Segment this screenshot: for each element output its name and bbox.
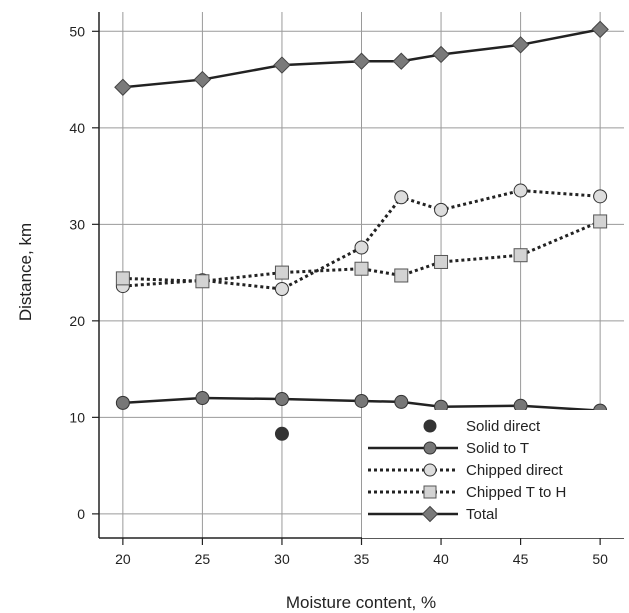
data-point-2-3 — [354, 240, 369, 255]
legend-entry-3: Chipped T to H — [368, 484, 566, 501]
grid-lines — [99, 12, 624, 538]
series-0 — [274, 426, 289, 441]
data-point-3-2 — [274, 265, 289, 280]
legend-marker-2 — [423, 463, 437, 477]
legend-label-4: Total — [466, 506, 498, 523]
data-point-4-1 — [193, 70, 212, 89]
data-point-3-7 — [593, 214, 608, 229]
data-point-2-6 — [513, 183, 528, 198]
data-point-4-4 — [392, 52, 410, 70]
x-tick-label-2: 30 — [274, 551, 290, 567]
x-tick-label-1: 25 — [195, 551, 211, 567]
tick-labels: 0 10 20 30 40 50 20 25 30 35 40 45 50 — [69, 23, 608, 567]
data-point-4-2 — [273, 56, 291, 74]
data-point-4-7 — [591, 20, 609, 39]
legend-entry-4: Total — [368, 505, 498, 523]
y-tick-label-2: 20 — [69, 313, 85, 329]
y-axis-title: Distance, km — [16, 223, 35, 321]
series-line-4 — [122, 28, 601, 89]
data-point-2-5 — [434, 202, 449, 217]
x-tick-label-5: 45 — [513, 551, 529, 567]
data-point-3-0 — [115, 271, 130, 286]
x-axis-title: Moisture content, % — [286, 593, 436, 612]
series-4 — [114, 20, 609, 96]
y-tick-label-5: 50 — [69, 23, 85, 39]
y-tick-label-0: 0 — [77, 506, 85, 522]
x-tick-label-3: 35 — [354, 551, 370, 567]
data-point-1-3 — [354, 393, 369, 408]
data-point-1-0 — [115, 395, 130, 410]
data-point-2-2 — [274, 281, 289, 296]
legend-box — [362, 410, 624, 538]
data-point-2-4 — [394, 190, 409, 205]
data-point-1-2 — [274, 392, 289, 407]
series-3 — [115, 214, 608, 289]
y-tick-label-1: 10 — [69, 409, 85, 425]
legend-entry-1: Solid to T — [368, 440, 529, 457]
legend-label-1: Solid to T — [466, 440, 529, 457]
x-tick-label-6: 50 — [592, 551, 608, 567]
legend-marker-0 — [423, 419, 437, 433]
data-point-1-4 — [394, 394, 409, 409]
data-point-0-0 — [274, 426, 289, 441]
data-point-3-5 — [434, 254, 449, 269]
y-tick-label-4: 40 — [69, 120, 85, 136]
data-point-4-5 — [432, 45, 450, 64]
x-tick-label-4: 40 — [433, 551, 449, 567]
legend-label-0: Solid direct — [466, 418, 541, 435]
data-point-4-0 — [114, 78, 132, 96]
data-point-3-6 — [513, 248, 528, 263]
legend-label-3: Chipped T to H — [466, 484, 566, 501]
data-point-4-3 — [352, 52, 371, 70]
series-line-1 — [122, 396, 601, 412]
data-point-1-1 — [195, 391, 210, 406]
y-tick-label-3: 30 — [69, 216, 85, 232]
data-point-3-3 — [354, 261, 369, 276]
data-point-4-6 — [511, 36, 530, 54]
legend-marker-4 — [421, 505, 439, 523]
legend: Solid direct Solid to T Chipped direct Chip… — [362, 410, 624, 538]
legend-marker-3 — [423, 485, 437, 499]
legend-marker-1 — [423, 441, 437, 455]
data-point-3-1 — [195, 274, 210, 289]
x-tick-label-0: 20 — [115, 551, 131, 567]
data-point-3-4 — [394, 268, 409, 283]
data-point-2-7 — [593, 189, 608, 204]
legend-entry-2: Chipped direct — [368, 462, 564, 479]
legend-label-2: Chipped direct — [466, 462, 564, 479]
legend-entry-0: Solid direct — [423, 418, 541, 435]
series-line-3 — [122, 220, 601, 283]
